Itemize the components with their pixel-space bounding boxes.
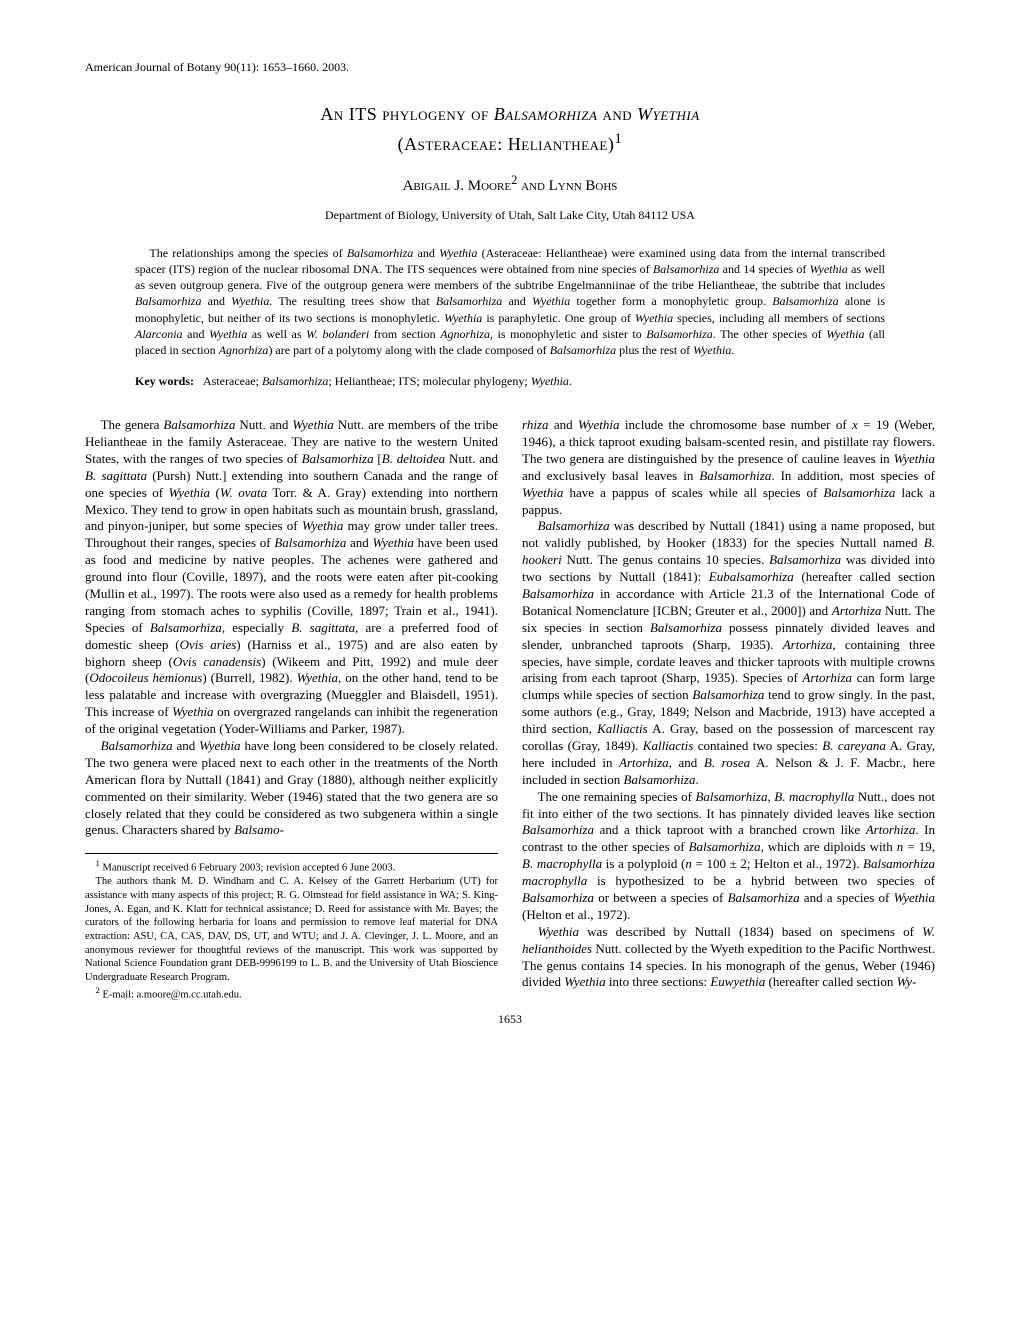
body-paragraph: Balsamorhiza was described by Nuttall (1…	[522, 518, 935, 788]
column-right: rhiza and Wyethia include the chromosome…	[522, 417, 935, 1002]
keywords-text: Asteraceae; Balsamorhiza; Heliantheae; I…	[203, 374, 572, 388]
footnote: 2 E-mail: a.moore@m.cc.utah.edu.	[85, 985, 498, 1002]
article-title-line2: (Asteraceae: Heliantheae)1	[85, 130, 935, 156]
running-head: American Journal of Botany 90(11): 1653–…	[85, 60, 935, 75]
body-paragraph: The genera Balsamorhiza Nutt. and Wyethi…	[85, 417, 498, 738]
footnotes: 1 Manuscript received 6 February 2003; r…	[85, 853, 498, 1001]
footnote: 1 Manuscript received 6 February 2003; r…	[85, 858, 498, 875]
body-paragraph: The one remaining species of Balsamorhiz…	[522, 789, 935, 924]
affiliation: Department of Biology, University of Uta…	[85, 208, 935, 223]
body-paragraph: Wyethia was described by Nuttall (1834) …	[522, 924, 935, 992]
body-columns: The genera Balsamorhiza Nutt. and Wyethi…	[85, 417, 935, 1002]
footnote-acknowledgments: The authors thank M. D. Windham and C. A…	[85, 875, 498, 984]
column-left: The genera Balsamorhiza Nutt. and Wyethi…	[85, 417, 498, 1002]
article-title-line1: An ITS phylogeny of Balsamorhiza and Wye…	[85, 103, 935, 126]
keywords-label: Key words:	[135, 374, 194, 388]
body-paragraph: rhiza and Wyethia include the chromosome…	[522, 417, 935, 518]
page-number: 1653	[85, 1012, 935, 1027]
keywords: Key words: Asteraceae; Balsamorhiza; Hel…	[135, 374, 885, 389]
authors: Abigail J. Moore2 and Lynn Bohs	[85, 173, 935, 196]
body-paragraph: Balsamorhiza and Wyethia have long been …	[85, 738, 498, 839]
abstract: The relationships among the species of B…	[135, 245, 885, 358]
